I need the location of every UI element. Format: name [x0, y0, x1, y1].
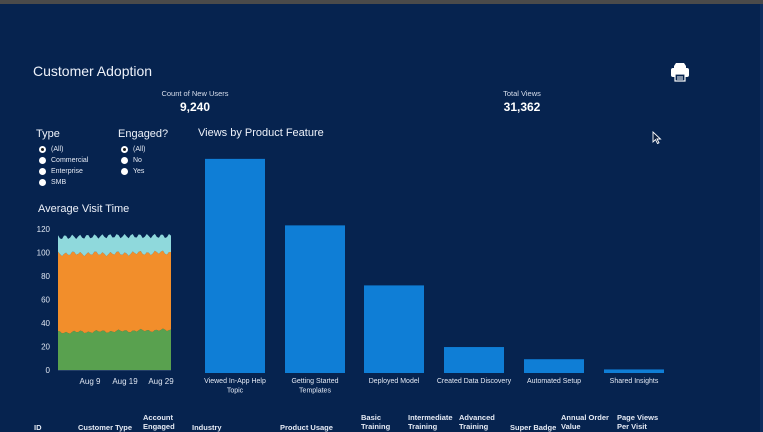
bar-category-label: Viewed In-App Help: [204, 378, 266, 385]
radio-icon: [121, 157, 128, 164]
area-chart-title: Average Visit Time: [38, 203, 130, 215]
column-header-customer-type[interactable]: Customer Type: [78, 423, 133, 432]
kpi-new-users-label: Count of New Users: [161, 89, 229, 98]
kpi-total-views: Total Views 31,362: [482, 89, 562, 114]
radio-icon: [121, 168, 128, 175]
bar-category-label: Getting Started: [291, 378, 338, 385]
area-series-top[interactable]: [58, 233, 171, 257]
bar-category-label: Deployed Model: [369, 378, 420, 385]
engaged-filter-title: Engaged?: [118, 128, 169, 140]
bar-category-label: Created Data Discovery: [437, 378, 512, 385]
engaged-option-label: (All): [133, 146, 146, 153]
table-header-row: ID Customer Type Account Engaged Industr…: [0, 410, 763, 432]
engaged-option-label: No: [133, 157, 142, 164]
engaged-filter: Engaged? (All) No Yes: [118, 128, 168, 177]
area-series-middle[interactable]: [58, 250, 171, 334]
bar-deployed-model[interactable]: [364, 285, 424, 373]
column-header-page-views-per-visit[interactable]: Page Views Per Visit: [617, 413, 659, 431]
radio-selected-icon: [39, 146, 46, 153]
column-header-basic-training[interactable]: Basic Training: [361, 413, 391, 431]
bar-category-label: Templates: [299, 388, 331, 395]
y-tick-label: 20: [41, 343, 50, 352]
y-tick-label: 100: [37, 249, 51, 258]
bar-category-label: Shared Insights: [610, 378, 659, 385]
type-option-smb[interactable]: SMB: [36, 177, 88, 188]
radio-icon: [39, 157, 46, 164]
column-header-super-badge[interactable]: Super Badge: [510, 423, 557, 432]
radio-icon: [39, 179, 46, 186]
column-header-account-engaged[interactable]: Account Engaged: [143, 413, 175, 431]
bar-automated-setup[interactable]: [524, 359, 584, 373]
window-top-bar: [0, 0, 763, 4]
views-by-product-feature-chart: Viewed In-App Help Topic Getting Started Te…: [204, 158, 664, 395]
x-tick-label: Aug 9: [80, 377, 101, 386]
bar-category-label: Topic: [227, 388, 244, 395]
kpi-new-users: Count of New Users 9,240: [155, 89, 235, 114]
print-button[interactable]: [668, 60, 692, 84]
type-option-label: (All): [51, 146, 64, 153]
column-header-intermediate-training[interactable]: Intermediate Training: [408, 413, 453, 431]
y-tick-label: 120: [37, 225, 51, 234]
type-option-label: Enterprise: [51, 168, 83, 175]
x-tick-label: Aug 19: [112, 377, 138, 386]
kpi-total-views-value: 31,362: [503, 100, 541, 114]
engaged-option-no[interactable]: No: [118, 155, 168, 166]
average-visit-time-chart: 120 100 80 60 40 20 0 Aug 9 Aug 19 Aug 29: [37, 225, 175, 386]
radio-selected-icon: [121, 146, 128, 153]
column-header-annual-order-value[interactable]: Annual Order Value: [561, 413, 609, 431]
column-header-advanced-training[interactable]: Advanced Training: [459, 413, 495, 431]
bar-category-label: Automated Setup: [527, 378, 581, 385]
column-header-id[interactable]: ID: [34, 423, 42, 432]
kpi-new-users-value: 9,240: [179, 100, 211, 114]
bar-viewed-in-app-help-topic[interactable]: [205, 158, 265, 373]
engaged-option-label: Yes: [133, 168, 145, 175]
type-option-label: SMB: [51, 179, 67, 186]
engaged-option-all[interactable]: (All): [118, 144, 168, 155]
column-header-industry[interactable]: Industry: [192, 423, 222, 432]
type-filter: Type (All) Commercial Enterprise SMB: [36, 128, 88, 188]
column-header-product-usage[interactable]: Product Usage: [280, 423, 333, 432]
dashboard-title: Customer Adoption: [33, 63, 153, 79]
type-option-commercial[interactable]: Commercial: [36, 155, 88, 166]
mouse-cursor-icon: [652, 131, 662, 145]
type-option-all[interactable]: (All): [36, 144, 88, 155]
y-tick-label: 40: [41, 319, 50, 328]
kpi-total-views-label: Total Views: [503, 89, 541, 98]
y-tick-label: 60: [41, 296, 50, 305]
engaged-option-yes[interactable]: Yes: [118, 166, 168, 177]
window-right-edge: [760, 4, 763, 432]
bar-shared-insights[interactable]: [604, 369, 664, 373]
type-option-label: Commercial: [51, 157, 89, 164]
radio-icon: [39, 168, 46, 175]
type-filter-title: Type: [36, 128, 60, 140]
x-tick-label: Aug 29: [148, 377, 174, 386]
bar-chart-title: Views by Product Feature: [198, 127, 324, 139]
bar-getting-started-templates[interactable]: [285, 225, 345, 373]
y-tick-label: 0: [46, 366, 51, 375]
print-icon: [671, 63, 689, 82]
bar-created-data-discovery[interactable]: [444, 347, 504, 373]
area-series-bottom[interactable]: [58, 328, 171, 370]
y-tick-label: 80: [41, 272, 50, 281]
type-option-enterprise[interactable]: Enterprise: [36, 166, 88, 177]
